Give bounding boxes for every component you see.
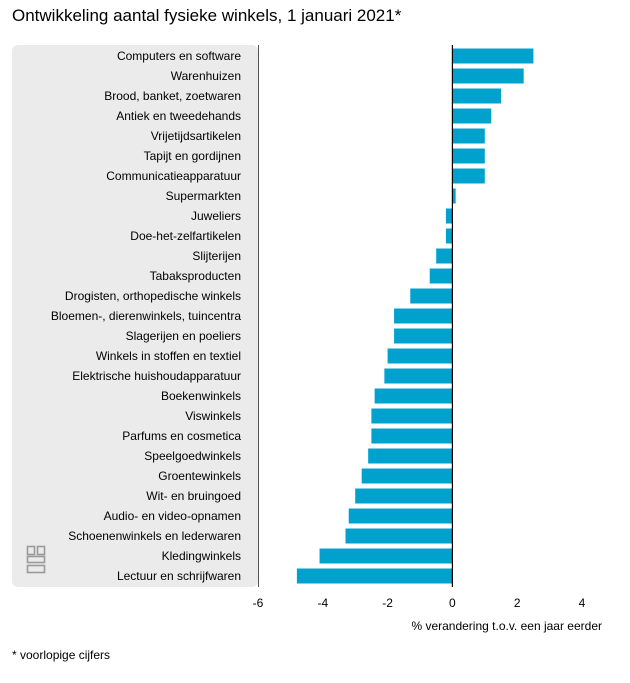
category-label: Parfums en cosmetica [122,429,241,443]
x-tick-label: 0 [449,596,456,610]
bar [436,248,453,264]
x-axis-label: % verandering t.o.v. een jaar eerder [411,619,602,633]
bar [348,508,453,524]
bar [452,88,501,104]
bar [445,208,453,224]
bar [452,128,485,144]
category-label: Viswinkels [185,409,241,423]
chart-title: Ontwikkeling aantal fysieke winkels, 1 j… [12,6,402,25]
category-label: Wit- en bruingoed [146,489,241,503]
category-label: Lectuur en schrijfwaren [117,569,241,583]
bar [345,528,453,544]
category-label: Schoenenwinkels en lederwaren [68,529,241,543]
x-axis-ticks: -6 -4 -2 0 2 4 [253,596,586,610]
category-label-panel [12,45,258,587]
bar [452,168,485,184]
bar [410,288,453,304]
cbs-logo-icon [26,545,46,574]
bar [452,108,492,124]
category-label: Winkels in stoffen en textiel [96,349,241,363]
category-label: Groentewinkels [158,469,241,483]
category-label: Slijterijen [192,249,241,263]
category-label: Juweliers [191,209,241,223]
category-label: Communicatieapparatuur [106,169,241,183]
x-tick-label: -6 [253,596,264,610]
bars [296,48,534,584]
bar [371,428,453,444]
category-label: Supermarkten [166,189,241,203]
bar [445,228,453,244]
x-tick-label: 4 [579,596,586,610]
category-label: Boekenwinkels [161,389,241,403]
category-label: Warenhuizen [171,69,241,83]
category-label: Doe-het-zelfartikelen [130,229,241,243]
category-labels: Computers en software Warenhuizen Brood, b… [51,49,241,583]
category-label: Kledingwinkels [162,549,241,563]
category-label: Slagerijen en poeliers [126,329,241,343]
category-label: Tabaksproducten [150,269,241,283]
category-label: Brood, banket, zoetwaren [104,89,241,103]
x-tick-label: 2 [514,596,521,610]
category-label: Bloemen-, dierenwinkels, tuincentra [51,309,241,323]
bar [394,328,453,344]
category-label: Vrijetijdsartikelen [151,129,241,143]
bar [394,308,453,324]
category-label: Antiek en tweedehands [116,109,241,123]
bar [452,48,534,64]
bar [371,408,453,424]
category-label: Audio- en video-opnamen [104,509,241,523]
bar [319,548,453,564]
bar [452,148,485,164]
bar [387,348,453,364]
category-label: Drogisten, orthopedische winkels [65,289,241,303]
bar [368,448,453,464]
bar [452,188,456,204]
category-label: Elektrische huishoudapparatuur [72,369,241,383]
bar [374,388,453,404]
x-tick-label: -4 [317,596,328,610]
category-label: Computers en software [117,49,241,63]
category-label: Tapijt en gordijnen [144,149,241,163]
bar [361,468,453,484]
x-tick-label: -2 [382,596,393,610]
bar [429,268,453,284]
bar [452,68,524,84]
bar [384,368,453,384]
bar [355,488,453,504]
category-label: Speelgoedwinkels [144,449,241,463]
bar [296,568,453,584]
footnote: * voorlopige cijfers [12,648,111,662]
